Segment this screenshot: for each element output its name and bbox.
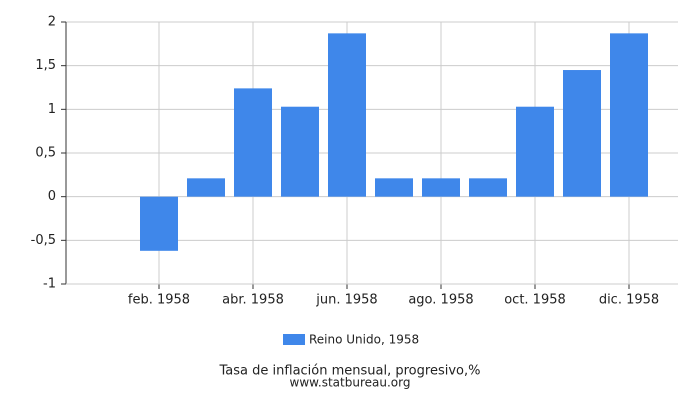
bar — [422, 178, 460, 197]
x-tick-label: feb. 1958 — [128, 293, 190, 308]
legend-label: Reino Unido, 1958 — [309, 333, 419, 347]
x-tick-label: abr. 1958 — [222, 293, 284, 308]
y-tick-label: -0,5 — [31, 233, 56, 248]
x-tick-label: ago. 1958 — [408, 293, 473, 308]
x-tick-label: oct. 1958 — [504, 293, 566, 308]
y-tick-label: 2 — [48, 15, 56, 30]
chart-title: Tasa de inflación mensual, progresivo,% — [219, 364, 481, 379]
y-tick-label: 1,5 — [35, 58, 56, 73]
y-tick-label: 0,5 — [35, 146, 56, 161]
bar — [234, 88, 272, 197]
bar — [187, 178, 225, 197]
bar — [328, 33, 366, 197]
bar — [281, 106, 319, 197]
chart-subtitle: www.statbureau.org — [290, 376, 411, 390]
legend-swatch — [283, 334, 305, 345]
bar — [516, 106, 554, 197]
bar — [375, 178, 413, 197]
y-tick-label: -1 — [43, 277, 56, 292]
bar — [610, 33, 648, 197]
x-tick-label: dic. 1958 — [599, 293, 659, 308]
bar — [140, 196, 178, 251]
bar — [469, 178, 507, 197]
y-tick-label: 0 — [48, 189, 56, 204]
x-tick-label: jun. 1958 — [315, 293, 377, 308]
bar — [563, 70, 601, 197]
y-tick-label: 1 — [48, 102, 56, 117]
